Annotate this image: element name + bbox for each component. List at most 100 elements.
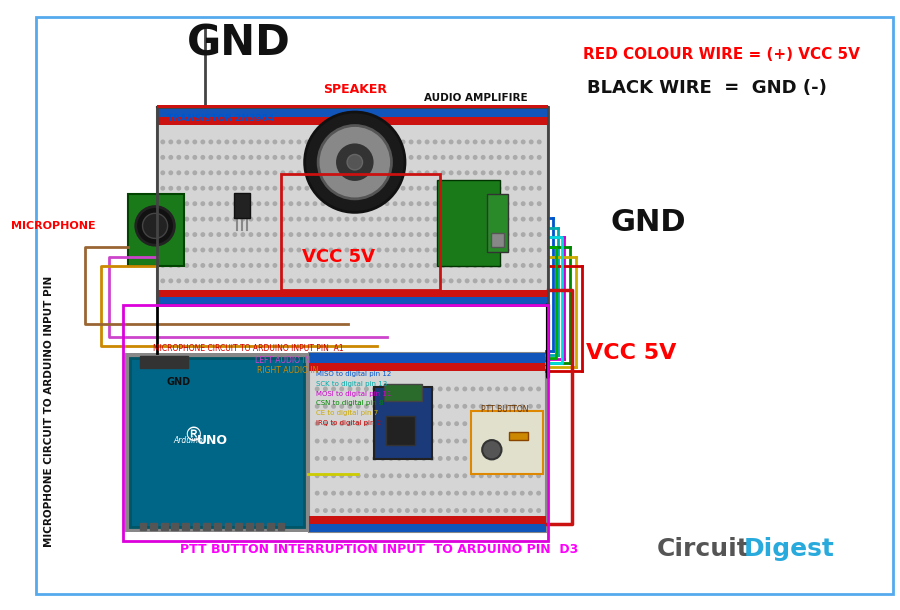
Circle shape: [520, 439, 524, 443]
Circle shape: [434, 156, 436, 159]
Bar: [386, 416, 415, 445]
Circle shape: [465, 217, 469, 221]
Circle shape: [446, 509, 450, 512]
Circle shape: [225, 187, 229, 190]
Circle shape: [438, 474, 442, 478]
Circle shape: [390, 387, 392, 390]
Circle shape: [414, 457, 418, 460]
Circle shape: [364, 492, 368, 495]
Circle shape: [348, 404, 352, 408]
Circle shape: [490, 264, 493, 267]
Circle shape: [338, 202, 341, 206]
Circle shape: [418, 156, 421, 159]
Circle shape: [377, 187, 381, 190]
Circle shape: [465, 279, 469, 282]
Circle shape: [185, 233, 189, 236]
Text: PTT BUTTON INTERRUPTION INPUT  TO ARDUINO PIN  D3: PTT BUTTON INTERRUPTION INPUT TO ARDUINO…: [180, 543, 578, 556]
Circle shape: [482, 248, 485, 252]
Circle shape: [385, 264, 389, 267]
Circle shape: [465, 202, 469, 206]
Circle shape: [498, 248, 501, 252]
Circle shape: [441, 187, 445, 190]
Circle shape: [512, 387, 516, 390]
Circle shape: [338, 145, 373, 179]
Circle shape: [482, 171, 485, 174]
Circle shape: [324, 422, 327, 425]
Bar: [310, 353, 546, 363]
Circle shape: [266, 140, 268, 144]
Circle shape: [441, 279, 445, 282]
Circle shape: [332, 457, 336, 460]
Bar: [509, 432, 528, 440]
Circle shape: [410, 171, 413, 174]
Circle shape: [177, 217, 181, 221]
Circle shape: [249, 187, 253, 190]
Circle shape: [354, 187, 356, 190]
Circle shape: [472, 509, 475, 512]
Circle shape: [348, 422, 352, 425]
Text: GND: GND: [187, 23, 291, 64]
Circle shape: [457, 248, 461, 252]
Circle shape: [401, 202, 405, 206]
Circle shape: [480, 387, 483, 390]
Bar: [310, 363, 546, 371]
Circle shape: [332, 387, 336, 390]
Circle shape: [315, 422, 319, 425]
Circle shape: [506, 140, 508, 144]
Circle shape: [377, 202, 381, 206]
Bar: [256, 523, 263, 530]
Circle shape: [438, 422, 442, 425]
Circle shape: [496, 474, 500, 478]
Circle shape: [430, 509, 434, 512]
Circle shape: [504, 422, 508, 425]
Circle shape: [356, 422, 360, 425]
Circle shape: [438, 509, 442, 512]
Circle shape: [482, 233, 485, 236]
Circle shape: [257, 171, 261, 174]
Circle shape: [426, 279, 428, 282]
Circle shape: [393, 202, 397, 206]
Circle shape: [398, 387, 400, 390]
Circle shape: [356, 492, 360, 495]
Circle shape: [324, 492, 327, 495]
Circle shape: [369, 264, 373, 267]
Circle shape: [281, 156, 284, 159]
Circle shape: [521, 187, 525, 190]
Circle shape: [529, 202, 533, 206]
Circle shape: [528, 422, 532, 425]
Circle shape: [529, 171, 533, 174]
Circle shape: [257, 202, 261, 206]
Circle shape: [457, 171, 461, 174]
Bar: [224, 523, 231, 530]
Circle shape: [369, 233, 373, 236]
Circle shape: [249, 217, 253, 221]
Circle shape: [482, 156, 485, 159]
Circle shape: [313, 248, 317, 252]
Circle shape: [201, 248, 204, 252]
Circle shape: [161, 248, 165, 252]
Circle shape: [185, 171, 189, 174]
Bar: [157, 117, 548, 124]
Circle shape: [194, 233, 196, 236]
Circle shape: [315, 457, 319, 460]
Circle shape: [434, 140, 436, 144]
Circle shape: [457, 279, 461, 282]
Circle shape: [361, 156, 365, 159]
Circle shape: [217, 279, 220, 282]
Circle shape: [297, 233, 301, 236]
Circle shape: [297, 140, 301, 144]
Circle shape: [513, 171, 517, 174]
Circle shape: [454, 387, 458, 390]
Circle shape: [281, 171, 284, 174]
Circle shape: [338, 171, 341, 174]
Circle shape: [393, 156, 397, 159]
Circle shape: [422, 457, 426, 460]
Circle shape: [241, 279, 245, 282]
Circle shape: [194, 140, 196, 144]
Circle shape: [441, 156, 445, 159]
Circle shape: [529, 140, 533, 144]
Circle shape: [274, 248, 276, 252]
Circle shape: [414, 509, 418, 512]
Circle shape: [321, 233, 325, 236]
Circle shape: [364, 439, 368, 443]
